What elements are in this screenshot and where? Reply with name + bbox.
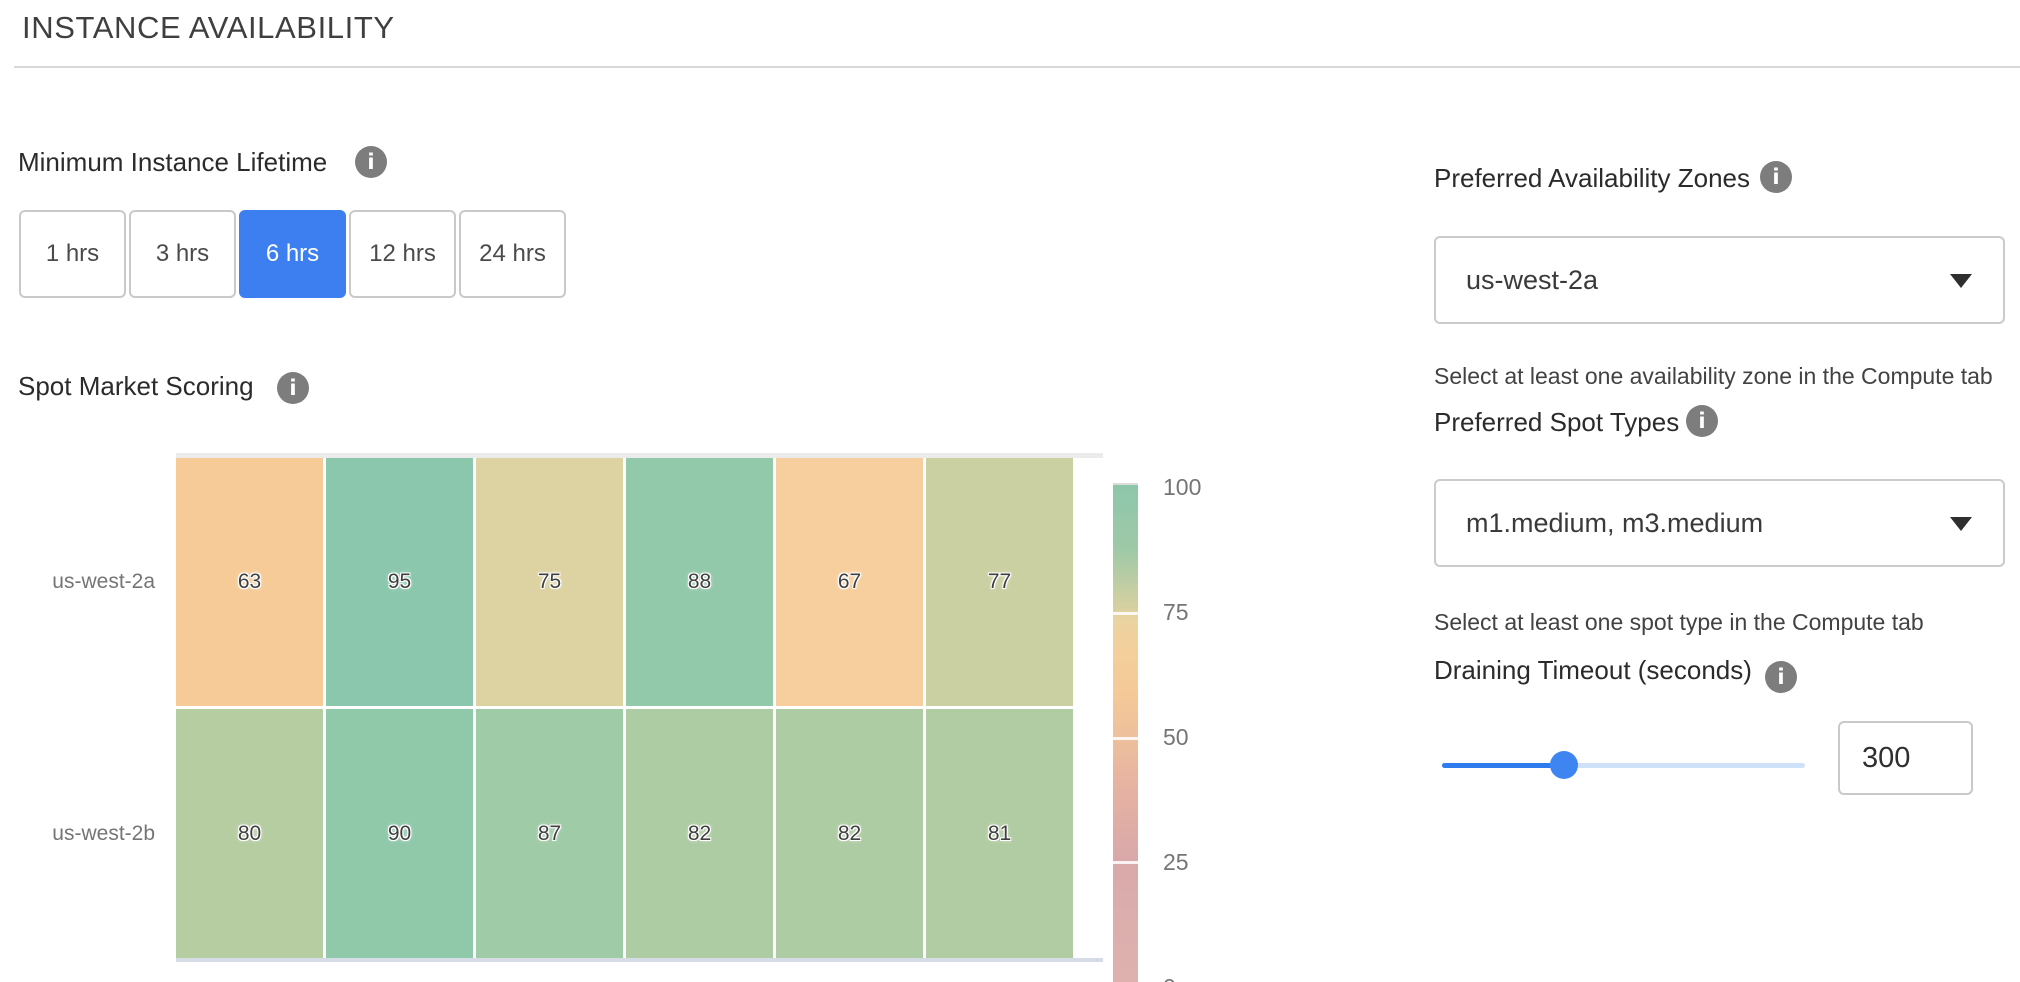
section-divider: [14, 66, 2020, 68]
lifetime-button-group: 1 hrs 3 hrs 6 hrs 12 hrs 24 hrs: [19, 210, 566, 298]
heatmap-cell-us-west-2b-col6[interactable]: 81: [926, 709, 1073, 958]
preferred-availability-zones-label: Preferred Availability Zones: [1434, 163, 1751, 193]
slider-thumb[interactable]: [1549, 751, 1578, 779]
spot-market-scoring-heatmap: 63 95 75 88 67 77 80 90 87 82 82 81: [176, 458, 1073, 958]
spot-market-scoring-label: Spot Market Scoring: [18, 371, 254, 401]
heatmap-row-labels: us-west-2a us-west-2b: [20, 458, 155, 958]
chevron-down-icon: [1950, 517, 1972, 531]
heatmap-colorbar: [1113, 483, 1138, 982]
heatmap-top-strip: [176, 453, 1103, 458]
heatmap-cell-us-west-2b-col2[interactable]: 90: [326, 709, 473, 958]
draining-timeout-label: Draining Timeout (seconds): [1434, 655, 1752, 685]
colorbar-divider-line: [1113, 612, 1138, 615]
heatmap-cell-us-west-2b-col4[interactable]: 82: [626, 709, 773, 958]
colorbar-tick-50: 50: [1163, 724, 1189, 750]
heatmap-cell-us-west-2a-col5[interactable]: 67: [776, 458, 923, 706]
spot-market-scoring-info-icon[interactable]: i: [277, 372, 309, 404]
colorbar-tick-0: 0: [1163, 974, 1176, 982]
page-title: INSTANCE AVAILABILITY: [22, 10, 395, 45]
minimum-instance-lifetime-info-icon[interactable]: i: [355, 146, 387, 178]
draining-timeout-input[interactable]: [1838, 721, 1973, 795]
chevron-down-icon: [1950, 274, 1972, 288]
spot-types-helper-text: Select at least one spot type in the Com…: [1434, 609, 1924, 635]
colorbar-tick-100: 100: [1163, 474, 1202, 500]
draining-timeout-slider[interactable]: [1442, 751, 1805, 779]
lifetime-option-24-hrs[interactable]: 24 hrs: [459, 210, 566, 298]
preferred-spot-types-info-icon[interactable]: i: [1686, 405, 1718, 437]
spot-types-select-value: m1.medium, m3.medium: [1466, 507, 1764, 538]
heatmap-cell-us-west-2b-col5[interactable]: 82: [776, 709, 923, 958]
preferred-availability-zones-info-icon[interactable]: i: [1760, 161, 1792, 193]
availability-zones-select[interactable]: us-west-2a: [1434, 236, 2005, 324]
colorbar-divider-line: [1113, 737, 1138, 740]
colorbar-tick-75: 75: [1163, 599, 1189, 625]
slider-track[interactable]: [1442, 763, 1805, 768]
colorbar-divider-line: [1113, 861, 1138, 864]
preferred-spot-types-label: Preferred Spot Types: [1434, 407, 1680, 437]
heatmap-cell-us-west-2a-col2[interactable]: 95: [326, 458, 473, 706]
heatmap-cell-us-west-2b-col1[interactable]: 80: [176, 709, 323, 958]
draining-timeout-info-icon[interactable]: i: [1765, 661, 1797, 693]
spot-types-select[interactable]: m1.medium, m3.medium: [1434, 479, 2005, 567]
heatmap-cell-us-west-2a-col4[interactable]: 88: [626, 458, 773, 706]
lifetime-option-3-hrs[interactable]: 3 hrs: [129, 210, 236, 298]
colorbar-tick-25: 25: [1163, 849, 1189, 875]
heatmap-cell-us-west-2a-col1[interactable]: 63: [176, 458, 323, 706]
lifetime-option-12-hrs[interactable]: 12 hrs: [349, 210, 456, 298]
heatmap-row-label-us-west-2a: us-west-2a: [52, 570, 155, 593]
heatmap-bottom-strip: [176, 958, 1103, 962]
lifetime-option-6-hrs[interactable]: 6 hrs: [239, 210, 346, 298]
lifetime-option-1-hrs[interactable]: 1 hrs: [19, 210, 126, 298]
heatmap-cell-us-west-2a-col6[interactable]: 77: [926, 458, 1073, 706]
heatmap-cell-us-west-2a-col3[interactable]: 75: [476, 458, 623, 706]
heatmap-row-label-us-west-2b: us-west-2b: [52, 821, 155, 845]
availability-zones-helper-text: Select at least one availability zone in…: [1434, 363, 1993, 389]
heatmap-cell-us-west-2b-col3[interactable]: 87: [476, 709, 623, 958]
minimum-instance-lifetime-label: Minimum Instance Lifetime: [18, 147, 328, 177]
slider-fill: [1442, 763, 1564, 768]
availability-zones-select-value: us-west-2a: [1466, 264, 1599, 295]
